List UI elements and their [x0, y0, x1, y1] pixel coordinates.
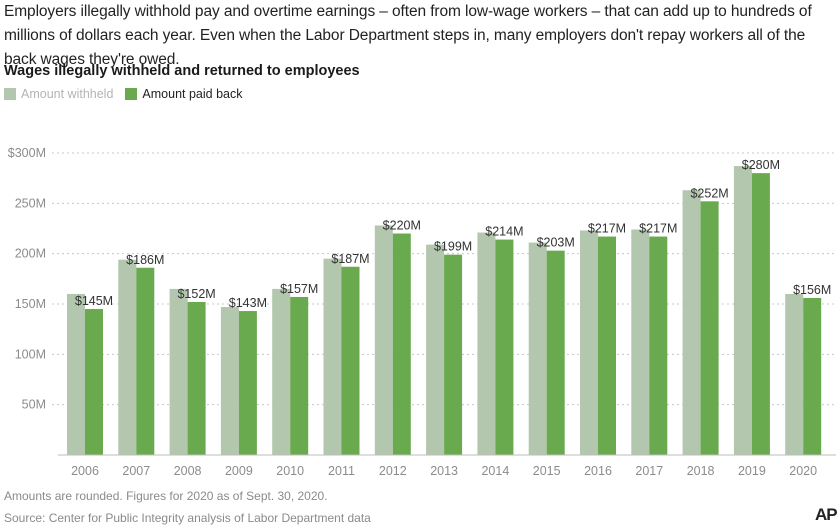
legend-label-withheld: Amount withheld	[21, 87, 114, 101]
x-tick-label: 2007	[122, 464, 150, 478]
bar-withheld-2020	[785, 293, 804, 455]
x-tick-label: 2012	[379, 464, 407, 478]
x-tick-label: 2013	[430, 464, 458, 478]
bar-withheld-2019	[733, 166, 752, 455]
y-tick-label: $300M	[8, 146, 46, 160]
legend-item-withheld: Amount withheld	[4, 87, 113, 101]
intro-text: Employers illegally withhold pay and ove…	[4, 3, 812, 68]
x-tick-label: 2010	[276, 464, 304, 478]
bar-paid-2012	[392, 233, 411, 455]
bar-withheld-2009	[220, 307, 239, 455]
ap-logo: AP	[815, 505, 838, 524]
bar-withheld-2014	[477, 232, 496, 455]
data-label-2010: $157M	[280, 282, 318, 296]
y-tick-label: 250M	[15, 196, 46, 210]
y-tick-label: 150M	[15, 297, 46, 311]
x-tick-label: 2009	[225, 464, 253, 478]
bar-paid-2007	[136, 267, 155, 455]
data-label-2006: $145M	[75, 294, 113, 308]
bar-withheld-2010	[272, 288, 291, 455]
bar-paid-2009	[238, 311, 257, 455]
data-label-2007: $186M	[126, 253, 164, 267]
x-tick-label: 2008	[174, 464, 202, 478]
legend-label-paid: Amount paid back	[142, 87, 243, 101]
bar-paid-2015	[546, 250, 565, 455]
bar-paid-2010	[290, 296, 309, 455]
bar-withheld-2011	[323, 258, 342, 455]
data-label-2017: $217M	[639, 222, 677, 236]
y-tick-label: 50M	[22, 398, 46, 412]
data-label-2008: $152M	[177, 287, 215, 301]
bar-paid-2008	[187, 301, 206, 455]
bar-withheld-2017	[631, 229, 650, 455]
bar-paid-2017	[649, 236, 668, 455]
bar-withheld-2016	[580, 230, 598, 455]
source-note: Source: Center for Public Integrity anal…	[4, 511, 371, 525]
data-label-2014: $214M	[485, 225, 523, 239]
bar-paid-2014	[495, 239, 514, 455]
x-tick-label: 2014	[481, 464, 509, 478]
bar-paid-2006	[85, 309, 103, 455]
bar-paid-2020	[803, 297, 822, 455]
data-label-2018: $252M	[690, 186, 728, 200]
data-label-2019: $280M	[742, 158, 780, 172]
data-label-2020: $156M	[793, 283, 831, 297]
x-tick-label: 2018	[687, 464, 715, 478]
bar-withheld-2018	[682, 190, 701, 455]
bar-withheld-2008	[169, 288, 188, 455]
legend-item-paid: Amount paid back	[125, 87, 242, 101]
bar-paid-2019	[751, 173, 770, 455]
legend: Amount withheld Amount paid back	[4, 87, 254, 101]
data-label-2016: $217M	[588, 222, 626, 236]
x-tick-label: 2015	[533, 464, 561, 478]
bar-withheld-2006	[67, 293, 85, 455]
x-tick-label: 2011	[328, 464, 355, 478]
bar-paid-2018	[700, 201, 719, 455]
x-tick-label: 2019	[738, 464, 766, 478]
data-label-2011: $187M	[331, 252, 369, 266]
x-tick-label: 2016	[584, 464, 612, 478]
x-tick-label: 2006	[71, 464, 99, 478]
bar-paid-2011	[341, 266, 360, 455]
data-label-2012: $220M	[383, 219, 421, 233]
bar-withheld-2013	[426, 244, 445, 455]
bar-withheld-2015	[528, 242, 547, 455]
legend-swatch-withheld	[4, 88, 16, 100]
chart-title: Wages illegally withheld and returned to…	[4, 63, 360, 79]
bar-paid-2016	[598, 236, 616, 455]
y-tick-label: 100M	[15, 347, 46, 361]
legend-swatch-paid	[125, 88, 138, 100]
footnote: Amounts are rounded. Figures for 2020 as…	[4, 489, 328, 503]
bar-withheld-2007	[118, 259, 137, 455]
x-tick-label: 2017	[635, 464, 663, 478]
bar-withheld-2012	[374, 225, 393, 455]
y-tick-label: 200M	[15, 247, 46, 261]
data-label-2015: $203M	[537, 236, 575, 250]
x-tick-label: 2020	[789, 464, 817, 478]
data-label-2009: $143M	[229, 296, 267, 310]
bar-paid-2013	[444, 254, 463, 455]
data-label-2013: $199M	[434, 240, 472, 254]
